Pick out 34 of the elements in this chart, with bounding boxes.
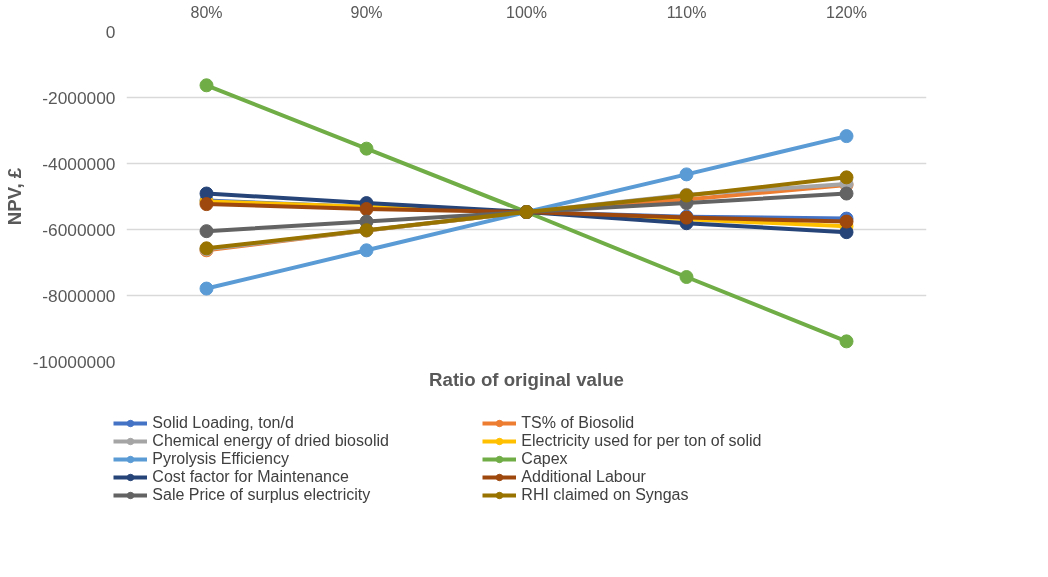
y-tick-label: -10000000 [32,351,116,372]
y-tick-label: -8000000 [42,285,116,306]
x-axis-title: Ratio of original value [429,368,624,390]
y-tick-label: -4000000 [42,153,116,174]
point [359,243,374,258]
legend-label: Capex [521,450,569,468]
point [199,224,214,239]
legend-label: Chemical energy of dried biosolid [152,432,390,450]
x-tick-label: 110% [666,3,707,21]
legend-label: TS% of Biosolid [521,414,636,432]
point [679,167,694,182]
point [199,78,214,93]
legend-label: Electricity used for per ton of solid [521,432,763,450]
legend-label: Cost factor for Maintenance [152,468,350,486]
point [839,186,854,201]
point [839,170,854,185]
legend-label: Solid Loading, ton/d [152,414,295,432]
y-tick-label: -2000000 [42,87,116,108]
point [679,270,694,285]
point [199,281,214,296]
point [839,334,854,349]
point [839,129,854,144]
y-axis-title: NPV, £ [3,167,25,226]
x-tick-label: 120% [826,3,867,21]
y-tick-label: 0 [105,21,116,42]
x-tick-label: 90% [350,3,383,21]
x-tick-label: 80% [190,3,223,21]
legend-label: Additional Labour [521,468,647,486]
x-tick-label: 100% [506,3,547,21]
y-tick-label: -6000000 [42,219,116,240]
point [359,141,374,156]
legend-label: RHI claimed on Syngas [521,486,690,504]
legend-label: Sale Price of surplus electricity [152,486,372,504]
legend-label: Pyrolysis Efficiency [152,450,290,468]
